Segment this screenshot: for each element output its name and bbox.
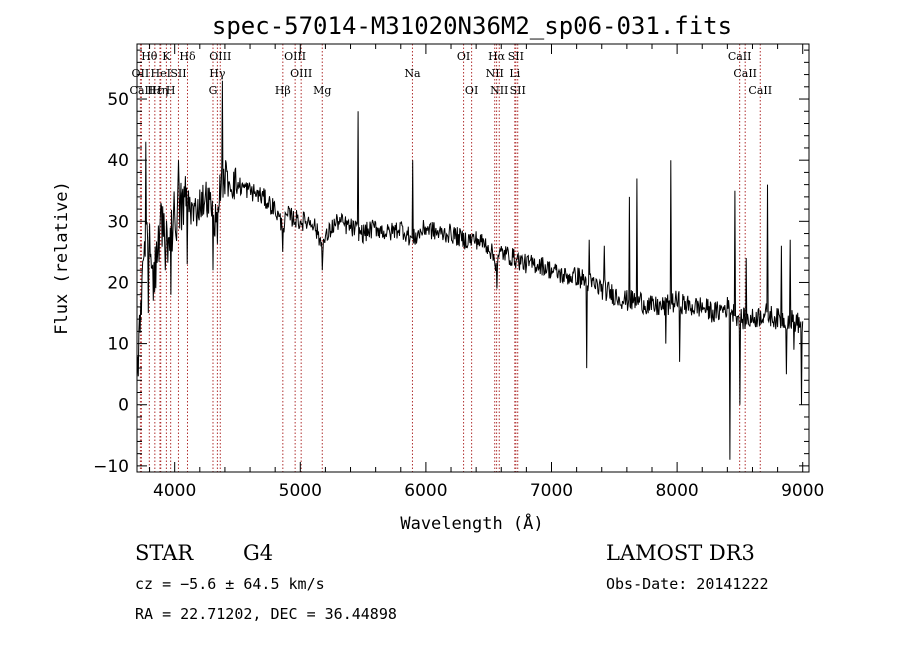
observation-date: Obs-Date: 20141222 [606,575,769,593]
spectral-line-label: Hγ [209,67,226,80]
spectral-line-label: Hδ [179,50,196,63]
coordinates: RA = 22.71202, DEC = 36.44898 [135,605,397,623]
object-class: STAR [135,541,194,565]
spectral-line-label: OIII [209,50,231,63]
spectral-line-label: OI [457,50,470,63]
spectral-line-label: SII [508,50,524,63]
chart-title: spec-57014-M31020N36M2_sp06-031.fits [212,12,732,40]
x-tick-label: 8000 [655,481,698,501]
spectral-line-label: CaII [748,84,772,97]
spectral-line-label: OI [465,84,478,97]
spectral-line-label: NII [486,67,504,80]
spectral-line-markers [139,44,761,472]
y-tick-label: 0 [118,396,129,416]
x-tick-label: 4000 [153,481,196,501]
spectral-line-label: OIII [290,67,312,80]
y-axis-ticks: −10 0 10 20 30 40 50 [93,49,809,477]
spectral-line-label: HeI [151,67,171,80]
spectral-line-label: CaII [728,50,752,63]
y-tick-label: 20 [107,273,129,293]
x-tick-label: 5000 [279,481,322,501]
x-tick-label: 6000 [404,481,447,501]
spectral-line-label: Mg [313,84,331,97]
y-tick-label: 10 [107,335,129,355]
y-tick-label: 40 [107,151,129,171]
spectral-line-label: OII [132,67,150,80]
spectral-line-label: Hε [147,84,163,97]
spectral-line-label: Hθ [141,50,158,63]
spectrum-line [136,80,804,460]
spectral-line-label: G [209,84,218,97]
y-tick-label: 30 [107,212,129,232]
redshift-velocity: cz = −5.6 ± 64.5 km/s [135,575,325,593]
x-tick-label: 7000 [530,481,573,501]
spectral-line-label: K [162,50,171,63]
y-tick-label: 50 [107,90,129,110]
spectral-line-label: Hη [152,84,168,97]
x-axis-label: Wavelength (Å) [400,512,543,534]
survey-name: LAMOST DR3 [606,541,755,565]
x-tick-label: 9000 [781,481,824,501]
object-subclass: G4 [243,541,273,565]
spectral-line-label: NII [490,84,508,97]
spectral-line-label: H [166,84,176,97]
spectral-line-label: Hβ [275,84,291,97]
spectral-line-label: SII [510,84,526,97]
spectral-line-label: CaII [733,67,757,80]
y-axis-label: Flux (relative) [52,181,72,335]
y-tick-label: −10 [93,457,129,477]
spectral-line-label: Hα [488,50,506,63]
spectral-line-label: OIII [284,50,306,63]
spectral-line-label: SII [170,67,186,80]
x-axis-ticks: 4000 5000 6000 7000 8000 9000 [149,44,824,501]
spectral-line-label: CaII [130,84,154,97]
spectral-line-label: Na [404,67,421,80]
spectral-line-label: Li [509,67,520,80]
plot-frame [136,43,810,473]
